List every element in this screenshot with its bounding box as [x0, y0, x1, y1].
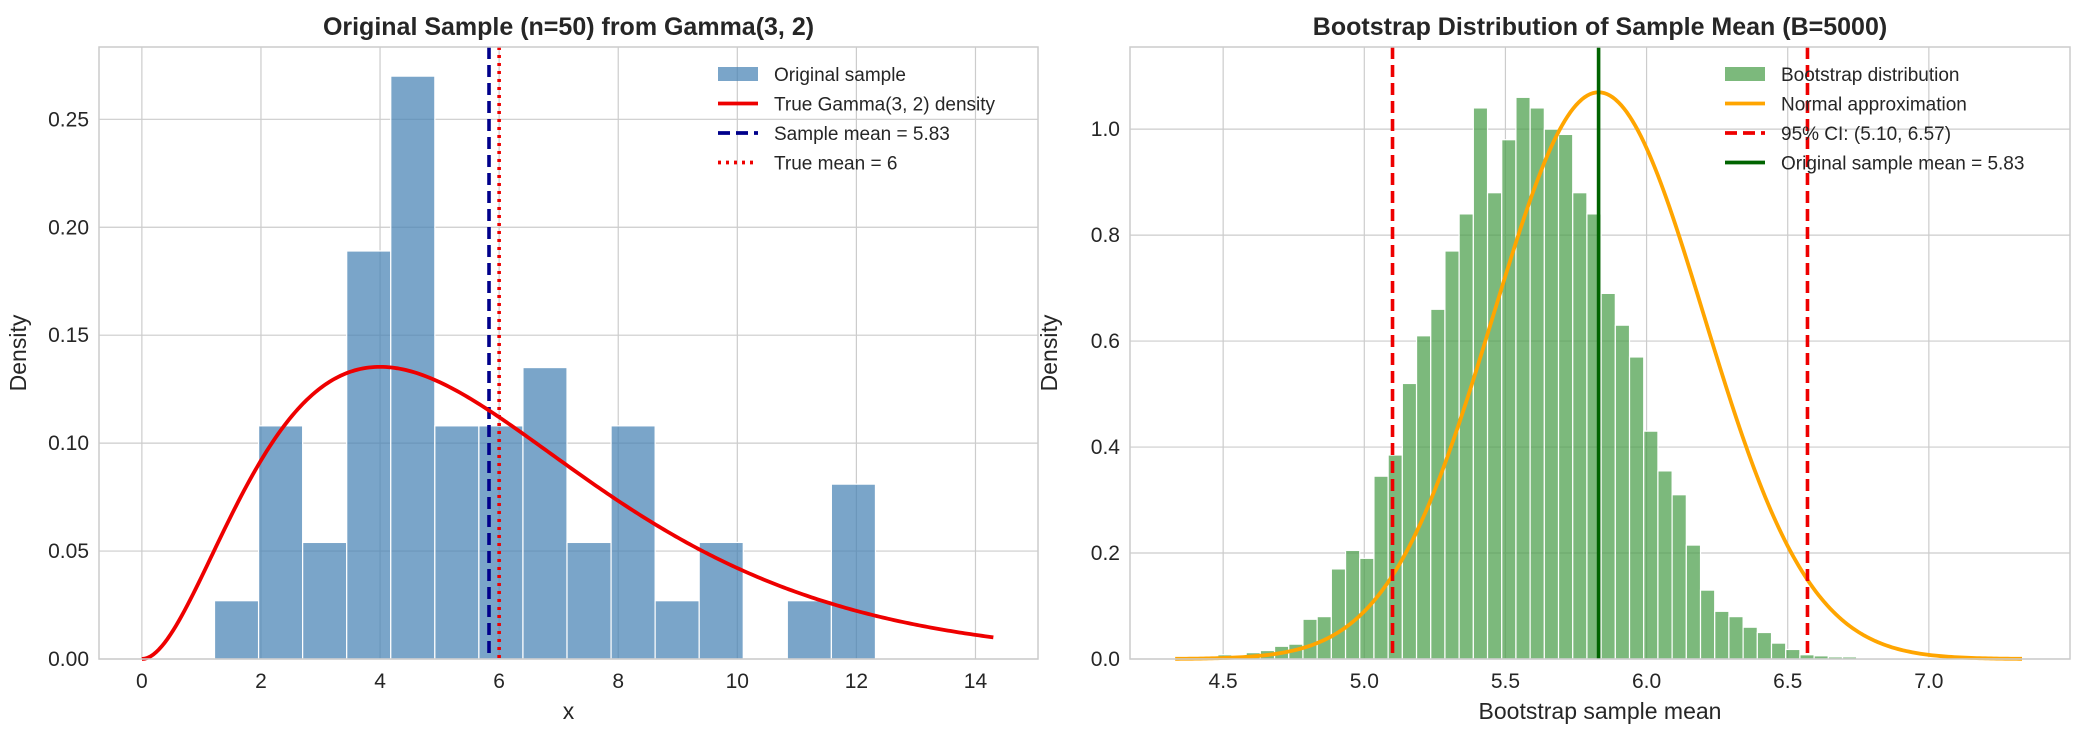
histogram-bar — [1401, 382, 1418, 660]
legend-swatch — [1725, 67, 1765, 81]
histogram-bar — [1472, 107, 1489, 660]
x-axis-label: x — [563, 698, 575, 724]
y-tick-label: 1.0 — [1091, 118, 1120, 141]
plot-frame — [1129, 46, 2071, 660]
histogram-bar — [1785, 648, 1801, 660]
x-tick-label: 4 — [374, 670, 386, 693]
x-axis-label: Bootstrap sample mean — [1479, 698, 1722, 724]
histogram-bar — [1671, 494, 1687, 660]
left-panel: 0 2 4 6 8 10 12 14 0.00 0.05 0.10 0.15 0.20 0.25 x Dens… — [5, 13, 1039, 724]
legend-label: Normal approximation — [1781, 95, 1967, 116]
histogram-bar — [257, 425, 304, 660]
histogram-bar — [346, 250, 392, 660]
histogram-bar — [1486, 192, 1503, 660]
histogram-bar — [1643, 430, 1659, 660]
histogram-bar — [1373, 475, 1389, 660]
y-axis-label: Density — [5, 314, 31, 391]
legend-label: Original sample mean = 5.83 — [1781, 154, 2024, 175]
histogram-bar — [786, 600, 832, 660]
histogram-bar — [213, 600, 260, 660]
y-tick-label: 0.05 — [48, 540, 89, 563]
histogram-bar — [1302, 618, 1318, 660]
x-tick-label: 8 — [612, 670, 624, 693]
y-tick-label: 0.6 — [1091, 330, 1120, 353]
legend: Bootstrap distribution Normal approximati… — [1725, 65, 2024, 175]
legend-swatch — [718, 67, 758, 81]
density-curve — [141, 364, 994, 661]
histogram-bar — [1685, 544, 1702, 660]
histogram-bar — [1728, 616, 1744, 660]
y-tick-label: 0.10 — [48, 432, 89, 455]
histogram-bar — [1742, 626, 1758, 660]
chart-title: Bootstrap Distribution of Sample Mean (B… — [1313, 13, 1887, 41]
legend: Original sample True Gamma(3, 2) density S… — [718, 65, 996, 175]
x-tick-label: 4.5 — [1209, 670, 1238, 693]
legend-label: 95% CI: (5.10, 6.57) — [1781, 124, 1951, 145]
y-tick-label: 0.00 — [48, 648, 89, 671]
y-tick-label: 0.20 — [48, 216, 89, 239]
histogram-bar — [1614, 324, 1631, 660]
histogram-bar — [1458, 213, 1474, 660]
legend-label: Original sample — [774, 65, 906, 86]
histogram-bar — [830, 483, 877, 660]
x-tick-label: 5.5 — [1491, 670, 1520, 693]
histogram-bar — [566, 541, 612, 660]
legend-label: Bootstrap distribution — [1781, 65, 1960, 86]
histogram-bar — [610, 425, 656, 660]
x-tick-label: 6.0 — [1632, 670, 1661, 693]
histogram-bar — [434, 425, 480, 660]
right-panel: 4.5 5.0 5.5 6.0 6.5 7.0 0.0 0.2 0.4 0.6 0.8 1.0 Boot… — [1036, 13, 2071, 724]
histogram-bar — [1501, 139, 1517, 660]
y-tick-label: 0.15 — [48, 324, 89, 347]
x-tick-label: 10 — [726, 670, 749, 693]
histogram-bar — [1330, 568, 1347, 660]
histogram-bar — [1543, 128, 1560, 660]
plot-frame — [98, 46, 1039, 660]
histogram-bar — [1600, 292, 1616, 660]
x-tick-label: 5.0 — [1350, 670, 1379, 693]
legend-label: Sample mean = 5.83 — [774, 124, 950, 145]
x-tick-label: 2 — [255, 670, 267, 693]
histogram-bar — [1714, 610, 1730, 660]
x-tick-label: 7.0 — [1914, 670, 1943, 693]
histogram-bar — [1756, 631, 1773, 660]
x-tick-label: 6.5 — [1773, 670, 1802, 693]
histogram-bar — [1515, 96, 1531, 660]
legend-label: True mean = 6 — [774, 154, 897, 175]
x-tick-label: 0 — [136, 670, 148, 693]
histogram-bar — [1628, 356, 1645, 660]
y-tick-label: 0.8 — [1091, 224, 1120, 247]
x-tick-label: 12 — [845, 670, 868, 693]
y-tick-label: 0.4 — [1091, 436, 1121, 459]
legend-label: True Gamma(3, 2) density — [774, 95, 996, 116]
histogram-bar — [522, 366, 568, 660]
histogram-bar — [654, 600, 700, 660]
y-tick-label: 0.25 — [48, 108, 89, 131]
y-tick-label: 0.2 — [1091, 542, 1120, 565]
histogram-bar — [1387, 454, 1403, 660]
histogram-bar — [302, 541, 348, 660]
histogram-bar — [1572, 192, 1588, 660]
histogram-bar — [1415, 335, 1432, 660]
histogram-bar — [1770, 642, 1787, 660]
x-tick-label: 6 — [493, 670, 505, 693]
x-tick-label: 14 — [964, 670, 988, 693]
histogram-bar — [1344, 549, 1361, 660]
y-axis-label: Density — [1036, 314, 1062, 391]
y-tick-label: 0.0 — [1091, 648, 1120, 671]
chart-title: Original Sample (n=50) from Gamma(3, 2) — [323, 13, 814, 41]
histogram-bar — [1657, 470, 1673, 660]
histogram-bar — [1699, 589, 1716, 660]
histogram-bar — [1557, 133, 1574, 660]
